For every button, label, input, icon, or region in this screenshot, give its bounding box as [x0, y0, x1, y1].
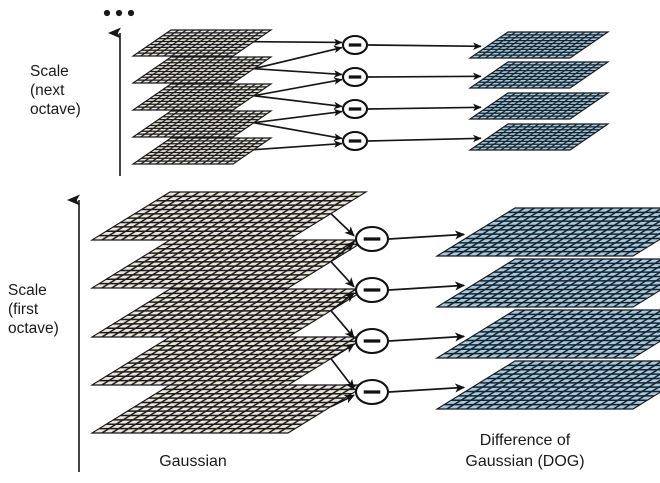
continuation-dots: [103, 9, 135, 17]
subtract-node-next-3: [341, 66, 369, 88]
plane-face: [131, 56, 273, 84]
scale-axis-label-line: Scale: [8, 282, 47, 299]
plane-grid: [99, 192, 359, 240]
continuation-dot-2: [115, 9, 123, 17]
flow-arrow-gaussian-to-subtract-node-next-4: [253, 38, 343, 47]
dog-plane-next-1: [468, 123, 610, 151]
subtract-nodes: [341, 34, 390, 406]
subtract-node-first-2: [354, 327, 390, 355]
plane-grid: [444, 259, 660, 307]
plane-grid: [99, 240, 359, 288]
flow-arrow-gaussian-to-subtract-node-next-2: [253, 108, 343, 124]
label-line: Gaussian: [159, 453, 227, 470]
flow-arrow-gaussian-to-subtract-node-first-1: [330, 394, 355, 408]
plane-grid: [99, 385, 359, 433]
flow-arrow-gaussian-to-subtract-node-first-3: [330, 292, 355, 312]
dog-plane-first-2: [434, 309, 660, 359]
flow-arrows: [253, 38, 482, 408]
dog-plane-first-4: [434, 207, 660, 257]
scale-axis-label-line: octave): [30, 101, 81, 118]
plane-grid: [444, 361, 660, 409]
flow-arrow-subtract-node-next-1-to-dog: [367, 134, 482, 143]
subtract-node-first-1: [354, 378, 390, 406]
flow-arrow-gaussian-to-subtract-node-next-4: [253, 45, 343, 70]
subtract-node-first-3: [354, 276, 390, 304]
gaussian-plane-first-4: [89, 239, 369, 289]
subtract-node-next-4: [341, 34, 369, 56]
plane-grid: [444, 208, 660, 256]
dog-column-label: Difference of Gaussian (DOG): [465, 432, 584, 470]
plane-grid: [137, 84, 267, 110]
gaussian-plane-first-3: [89, 288, 369, 338]
flow-arrow-subtract-node-next-4-to-dog: [367, 42, 482, 50]
dog-plane-next-3: [468, 61, 610, 89]
plane-grid: [137, 57, 267, 83]
flow-arrow-subtract-node-first-4-to-dog: [388, 230, 466, 240]
flow-arrow-subtract-node-first-2-to-dog: [388, 332, 466, 342]
flow-arrow-gaussian-to-subtract-node-next-3: [253, 67, 343, 78]
dog-plane-first-1: [434, 360, 660, 410]
gaussian-plane-first-2: [89, 336, 369, 386]
label-line: Difference of: [480, 432, 571, 449]
scale-axis-label-line: Scale: [30, 63, 69, 80]
scale-axis-label-first-octave: Scale (first octave): [8, 282, 59, 337]
flow-arrow-subtract-node-first-1-to-dog: [388, 383, 466, 393]
gaussian-plane-first-5: [89, 191, 369, 241]
plane-grid: [474, 93, 604, 119]
dog-plane-next-2: [468, 92, 610, 120]
flow-arrow-subtract-node-first-3-to-dog: [388, 281, 466, 291]
flow-arrow-gaussian-to-subtract-node-first-1: [330, 358, 355, 390]
gaussian-plane-next-3: [131, 83, 273, 111]
scale-axis-label-line: (first: [8, 301, 39, 318]
gaussian-column-label: Gaussian: [159, 453, 227, 470]
plane-face: [131, 110, 273, 138]
flow-arrow-gaussian-to-subtract-node-next-1: [253, 121, 343, 141]
plane-grid: [99, 289, 359, 337]
figure-labels: Gaussian Difference of Gaussian (DOG): [159, 432, 584, 470]
plane-face: [131, 83, 273, 111]
scale-axes: Scale (next octave) Scale (first octave): [8, 27, 121, 472]
flow-arrow-gaussian-to-subtract-node-next-2: [253, 94, 343, 110]
dog-plane-first-3: [434, 258, 660, 308]
image-planes: [89, 29, 660, 434]
plane-grid: [474, 62, 604, 88]
subtract-node-next-1: [341, 130, 369, 152]
gaussian-plane-next-1: [131, 137, 273, 165]
subtract-node-first-4: [354, 225, 390, 253]
flow-arrow-gaussian-to-subtract-node-first-4: [330, 241, 355, 263]
plane-grid: [474, 32, 604, 58]
gaussian-plane-next-5: [131, 29, 273, 57]
flow-arrow-gaussian-to-subtract-node-first-3: [330, 261, 355, 288]
dog-plane-next-4: [468, 31, 610, 59]
label-line: Gaussian (DOG): [465, 453, 584, 470]
plane-grid: [137, 30, 267, 56]
scale-axis-label-next-octave: Scale (next octave): [30, 63, 81, 118]
plane-grid: [474, 124, 604, 150]
continuation-dot-1: [103, 9, 111, 17]
scale-axis-label-line: octave): [8, 320, 59, 337]
gaussian-plane-first-1: [89, 384, 369, 434]
plane-grid: [137, 111, 267, 137]
flow-arrow-gaussian-to-subtract-node-next-1: [253, 140, 343, 151]
subtract-node-next-2: [341, 98, 369, 120]
flow-arrow-gaussian-to-subtract-node-next-3: [253, 77, 343, 97]
scale-axis-label-line: (next: [30, 82, 65, 99]
flow-arrow-gaussian-to-subtract-node-first-4: [330, 212, 355, 237]
continuation-dot-3: [127, 9, 135, 17]
gaussian-plane-next-4: [131, 56, 273, 84]
flow-arrow-gaussian-to-subtract-node-first-2: [330, 343, 355, 360]
plane-face: [131, 29, 273, 57]
plane-grid: [137, 138, 267, 164]
plane-grid: [444, 310, 660, 358]
gaussian-plane-next-2: [131, 110, 273, 138]
plane-grid: [99, 337, 359, 385]
flow-arrow-gaussian-to-subtract-node-first-2: [330, 310, 355, 339]
flow-arrow-subtract-node-next-3-to-dog: [367, 72, 482, 81]
flow-arrow-subtract-node-next-2-to-dog: [367, 103, 482, 112]
